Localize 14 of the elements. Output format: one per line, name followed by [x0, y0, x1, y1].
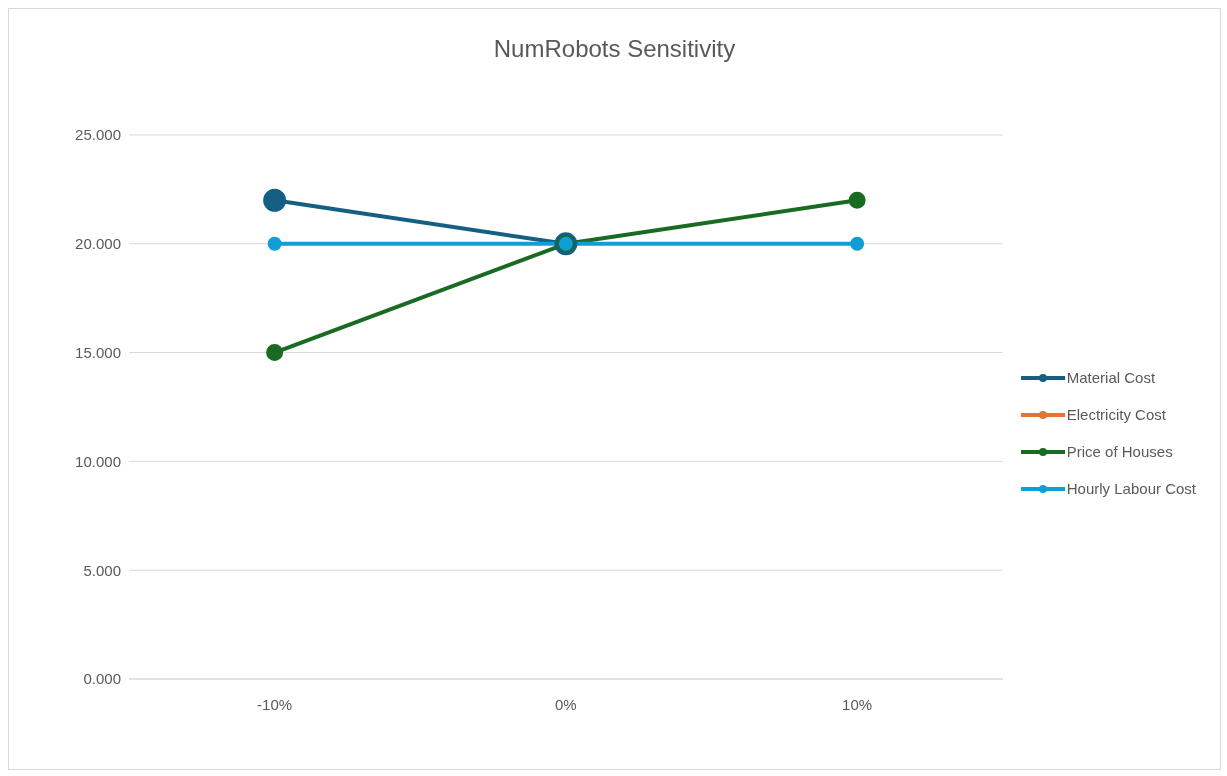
legend-label: Electricity Cost — [1066, 404, 1166, 425]
y-tick-label: 0.000 — [83, 670, 121, 688]
y-tick-label: 20.000 — [75, 235, 121, 253]
y-tick-label: 5.000 — [83, 561, 121, 579]
legend-label: Material Cost — [1066, 367, 1156, 388]
x-tick-label: -10% — [257, 695, 293, 713]
legend-label: Price of Houses — [1066, 441, 1173, 462]
y-tick-label: 15.000 — [75, 343, 121, 361]
y-tick-label: 25.000 — [75, 126, 121, 144]
legend-label: Hourly Labour Cost — [1066, 478, 1196, 499]
chart-title: NumRobots Sensitivity — [492, 35, 737, 63]
x-tick-label: 10% — [842, 695, 873, 713]
x-tick-label: 0% — [555, 695, 577, 713]
y-tick-label: 10.000 — [75, 452, 121, 470]
